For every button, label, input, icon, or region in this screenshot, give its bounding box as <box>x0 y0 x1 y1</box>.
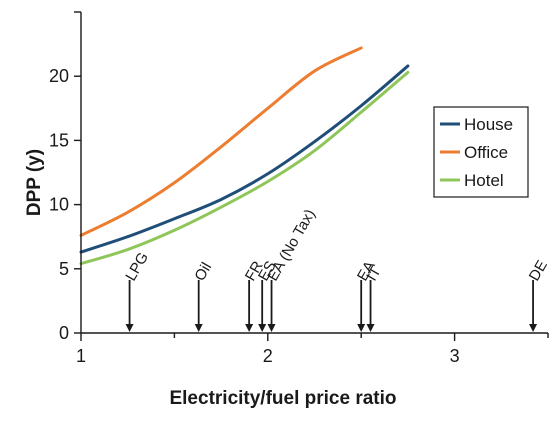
y-tick-label: 5 <box>59 259 69 279</box>
annotation-arrow-head <box>529 324 538 332</box>
legend-label-office: Office <box>464 143 508 162</box>
ticks-layer: 0 5 10 15 20 1 2 3 <box>49 11 549 366</box>
series-line-house <box>79 64 410 254</box>
annotation-arrow-head <box>267 324 276 332</box>
y-axis-title: DPP (y) <box>24 149 45 216</box>
annotation-arrow-head <box>258 324 267 332</box>
legend-label-hotel: Hotel <box>464 171 504 190</box>
annotation-marker: IT <box>363 264 385 332</box>
annotation-label: DE <box>526 257 550 284</box>
x-tick-label: 1 <box>76 346 86 366</box>
annotation-marker: Oil <box>191 260 215 332</box>
legend-label-house: House <box>464 115 513 134</box>
x-tick-label: 3 <box>450 346 460 366</box>
annotation-marker: EA (No Tax) <box>264 206 319 332</box>
y-tick-label: 20 <box>49 66 69 86</box>
axes-layer <box>80 12 548 334</box>
annotation-arrow-head <box>194 324 203 332</box>
annotation-arrow-head <box>245 324 254 332</box>
annotation-arrow-head <box>357 324 366 332</box>
series-lines-layer <box>79 46 410 266</box>
annotation-arrow-head <box>125 324 134 332</box>
annotation-arrow-head <box>366 324 375 332</box>
annotation-marker: LPG <box>122 250 152 332</box>
series-line-office <box>79 46 363 237</box>
annotation-label: Oil <box>191 260 215 284</box>
annotation-marker: DE <box>526 257 550 332</box>
annotation-label: EA (No Tax) <box>264 206 319 284</box>
x-tick-label: 2 <box>263 346 273 366</box>
x-axis-title: Electricity/fuel price ratio <box>169 388 396 409</box>
y-tick-label: 15 <box>49 130 69 150</box>
legend: House Office Hotel <box>433 106 529 198</box>
series-line-hotel <box>79 70 410 266</box>
y-tick-label: 0 <box>59 323 69 343</box>
annotation-label: LPG <box>122 250 152 284</box>
y-tick-label: 10 <box>49 195 69 215</box>
